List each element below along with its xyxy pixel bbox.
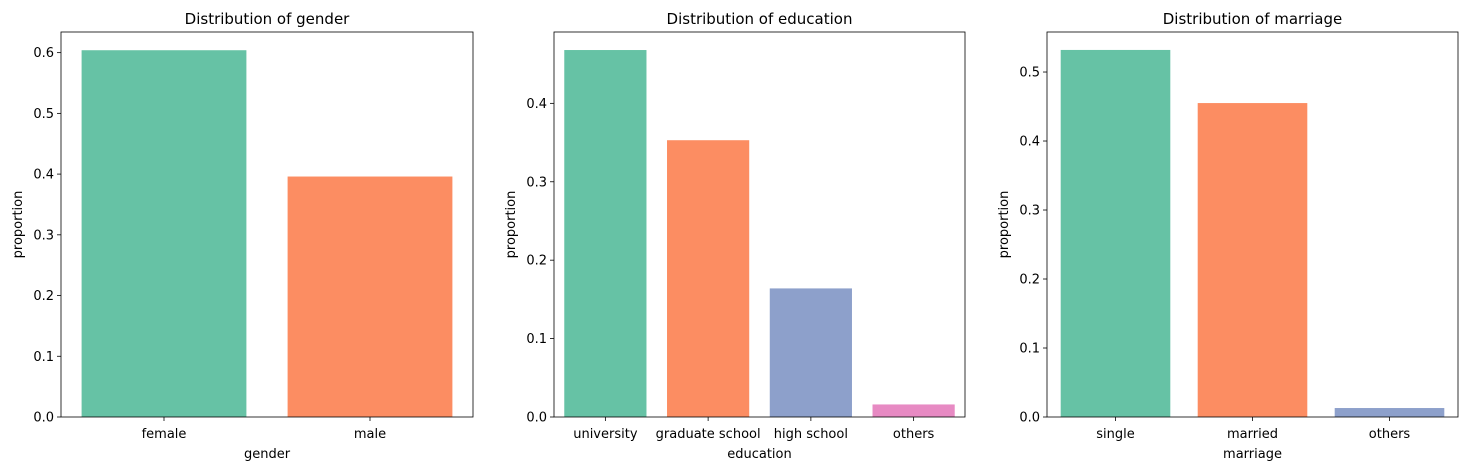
chart-panel-2: 0.0 0.1 0.2 0.3 0.4 0.5 single married others Dis… — [997, 10, 1459, 462]
x-tick-label: university — [573, 427, 638, 442]
bar-others — [872, 404, 955, 417]
y-tick-label: 0.1 — [1019, 342, 1040, 357]
y-tick-label: 0.1 — [526, 332, 547, 347]
y-axis-label: proportion — [504, 191, 519, 259]
y-tick-label: 0.5 — [1019, 66, 1040, 81]
chart-panel-1: 0.0 0.1 0.2 0.3 0.4 university graduate school… — [504, 10, 966, 462]
bar-graduate-school — [667, 140, 750, 417]
y-axis-label: proportion — [997, 191, 1012, 259]
x-axis-label: gender — [244, 447, 291, 462]
bar-female — [81, 50, 247, 417]
bar-others — [1334, 408, 1445, 417]
bar-high-school — [769, 288, 852, 417]
x-tick-label: female — [142, 427, 187, 442]
y-tick-label: 0.2 — [33, 289, 54, 304]
y-tick-label: 0.0 — [526, 411, 547, 426]
chart-title: Distribution of education — [667, 10, 853, 28]
y-tick-label: 0.3 — [33, 228, 54, 243]
chart-title: Distribution of gender — [185, 10, 351, 28]
y-axis-label: proportion — [11, 191, 26, 259]
y-tick-label: 0.5 — [33, 107, 54, 122]
x-tick-label: married — [1227, 427, 1278, 442]
x-tick-label: single — [1096, 427, 1135, 442]
y-tick-label: 0.4 — [526, 97, 547, 112]
x-tick-label: others — [893, 427, 935, 442]
bar-single — [1060, 49, 1171, 417]
y-tick-label: 0.3 — [526, 175, 547, 190]
chart-title: Distribution of marriage — [1163, 10, 1343, 28]
y-tick-label: 0.3 — [1019, 204, 1040, 219]
plot-frame — [553, 31, 966, 418]
y-tick-label: 0.4 — [33, 168, 54, 183]
y-tick-label: 0.4 — [1019, 135, 1040, 150]
y-tick-label: 0.2 — [526, 254, 547, 269]
x-axis-label: marriage — [1223, 447, 1282, 462]
x-tick-label: male — [354, 427, 386, 442]
x-axis-label: education — [727, 447, 792, 462]
plot-frame — [60, 31, 474, 418]
y-tick-label: 0.1 — [33, 350, 54, 365]
y-tick-label: 0.6 — [33, 46, 54, 61]
y-tick-label: 0.0 — [33, 411, 54, 426]
bar-university — [564, 50, 647, 417]
bar-male — [287, 176, 453, 417]
x-tick-label: high school — [774, 427, 848, 442]
x-tick-label: others — [1369, 427, 1411, 442]
y-tick-label: 0.2 — [1019, 273, 1040, 288]
y-tick-label: 0.0 — [1019, 411, 1040, 426]
chart-panel-0: 0.0 0.1 0.2 0.3 0.4 0.5 0.6 female male Distribut… — [11, 10, 474, 462]
bar-married — [1197, 103, 1308, 417]
x-tick-label: graduate school — [656, 427, 761, 442]
